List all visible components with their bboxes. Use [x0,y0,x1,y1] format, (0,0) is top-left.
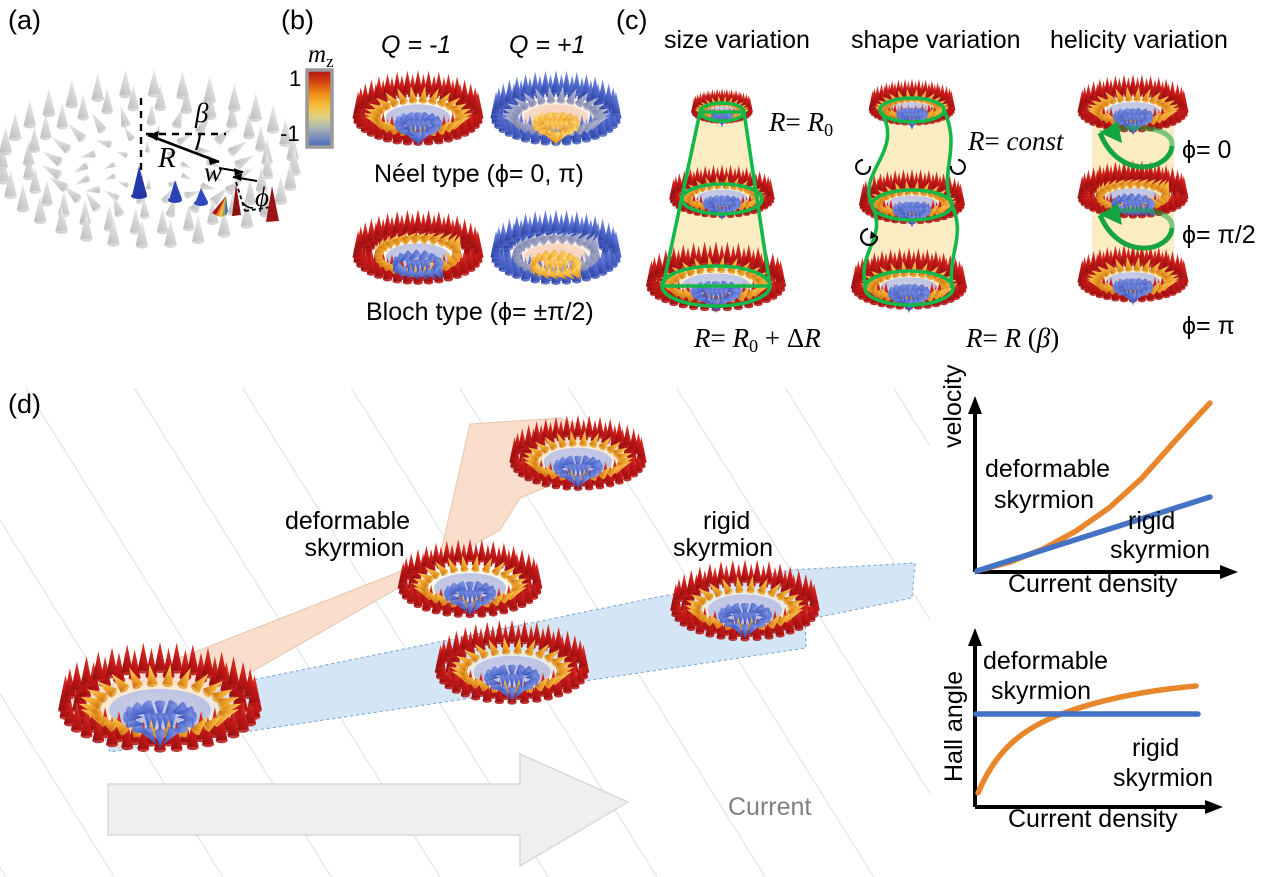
panel-a-down-spin-cone [132,166,147,196]
panel-c-title-size: size variation [664,26,810,54]
panel-a-label-phi: ϕ [255,182,269,212]
panel-c-helicity-variation-tube [1077,74,1189,306]
panel-letter-c: (c) [616,5,648,35]
panel-c-label-phi-0: ϕ= 0 [1182,136,1232,164]
panel-letter-b: (b) [281,5,314,35]
panel-a-phi-arrow [232,173,272,212]
panel-a-radius-arrow [147,131,220,165]
colorbar-title: m [308,41,327,68]
colorbar-title-subscript: z [326,51,334,71]
panel-c-label-r0: R= R0 [769,107,834,141]
panel-b-skyrmion-neel-qplus [490,70,622,147]
panel-a-label-beta: β [195,98,209,128]
velocity-plot-ylabel: velocity [939,364,967,448]
velocity-plot-xlabel: Current density [1008,570,1178,598]
panel-c-label-r-const: R= const [968,126,1064,156]
hall-angle-plot-annot-deformable-2: skyrmion [991,677,1092,705]
panel-a-width-arrow [218,167,244,176]
hall-angle-plot-ylabel: Hall angle [940,670,968,782]
velocity-plot-annot-deformable-2: skyrmion [994,486,1095,514]
velocity-plot-annot-rigid-1: rigid [1128,507,1176,535]
velocity-plot-annot-rigid-2: skyrmion [1110,536,1211,564]
panel-a-down-spin-cone [195,188,208,203]
panel-a-beta-arc [194,133,202,151]
panel-d-skyrmion-deformable-mid [397,538,543,619]
panel-d-skyrmion-start [58,641,262,753]
panel-letter-d: (d) [8,389,41,419]
panel-c-shape-variation-tube [850,78,968,314]
panel-letter-a: (a) [8,5,41,35]
hall-angle-plot-annot-deformable-1: deformable [983,647,1109,675]
panel-c-size-variation-tube [645,88,787,314]
panel-a-up-spin-cone [266,186,279,222]
panel-d-label-rigid-line2: skyrmion [673,534,774,562]
panel-b-skyrmion-neel-qminus [352,70,484,147]
hall-angle-plot-xlabel: Current density [1008,805,1178,833]
colorbar-max-label: 1 [289,66,302,91]
panel-d-skyrmion-rigid-end [670,559,820,642]
panel-a-down-spin-cone [169,180,182,200]
panel-a-label-radius: R [158,142,176,174]
panel-a-inplane-cone [212,196,228,217]
panel-b-skyrmion-bloch-qminus [352,209,484,285]
colorbar-min-label: -1 [280,121,300,146]
panel-d-label-deformable: deformable skyrmion [285,508,410,562]
panel-a-spin-texture [0,68,301,249]
panel-a-label-width: w [204,157,223,187]
panel-c-title-shape: shape variation [851,26,1021,54]
hall-angle-plot [968,628,1223,814]
panel-b-colorbar [305,68,334,149]
hall-angle-plot-annot-rigid-1: rigid [1132,734,1180,762]
panel-d-label-deformable-line2: skyrmion [304,534,405,562]
panel-c-label-phi-pi-half: ϕ= π/2 [1182,221,1256,249]
panel-d-current-arrow [107,752,630,868]
panel-b-header-q-plus: Q = +1 [509,31,586,59]
panel-d-skyrmion-deformable-top [509,414,647,491]
panel-b-skyrmion-bloch-qplus [490,209,622,285]
velocity-plot [968,396,1238,579]
panel-d-label-rigid: rigid skyrmion [673,508,773,562]
panel-c-label-r0-plus-dr: R= R0 + ΔR [694,323,821,357]
panel-d-label-deformable-line1: deformable [285,507,411,535]
panel-c-title-helicity: helicity variation [1050,26,1228,54]
panel-d-skyrmion-rigid-mid [434,619,590,705]
panel-b-row-label-neel: Néel type (ϕ= 0, π) [374,160,584,188]
panel-c-label-phi-pi: ϕ= π [1182,312,1235,340]
velocity-plot-annot-deformable-1: deformable [985,455,1111,483]
panel-c-label-r-beta: R= R (β) [966,323,1060,353]
hall-angle-plot-annot-rigid-2: skyrmion [1113,764,1214,792]
panel-d-label-rigid-line1: rigid [703,507,751,535]
panel-a-up-spin-cone [232,184,241,216]
panel-d-label-current: Current [728,793,812,821]
panel-b-row-label-bloch: Bloch type (ϕ= ±π/2) [366,298,594,326]
panel-b-header-q-minus: Q = -1 [381,31,452,59]
